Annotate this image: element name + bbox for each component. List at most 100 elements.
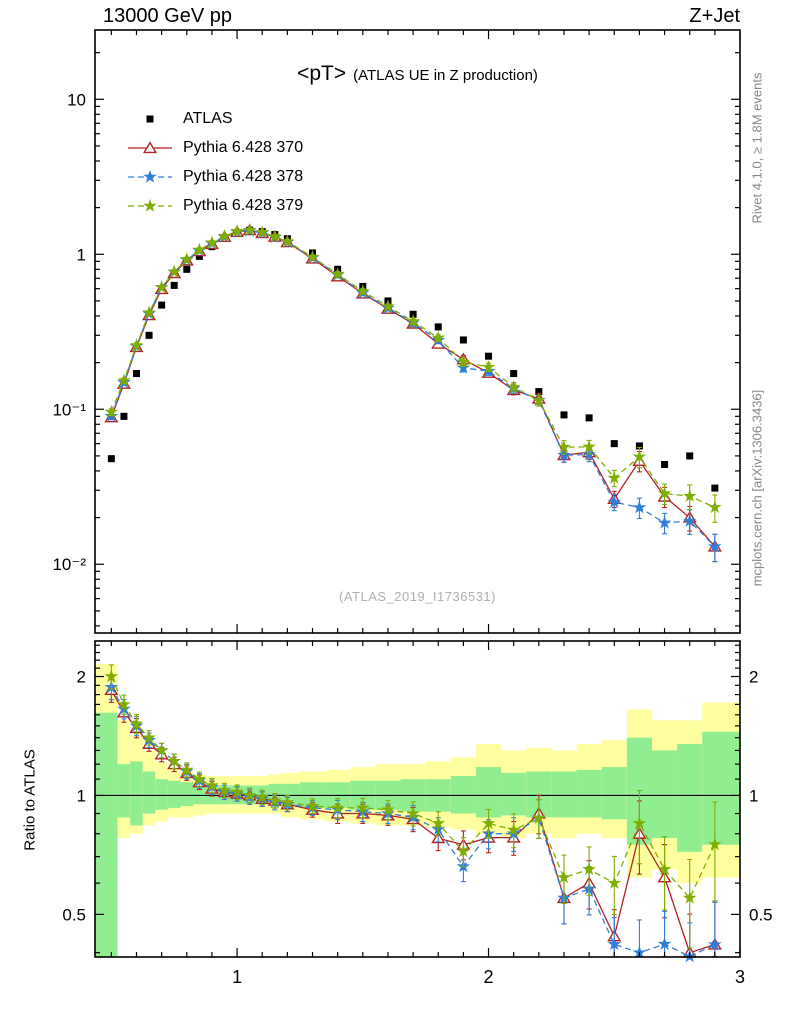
- mc-ratio-marker: [381, 802, 395, 816]
- plot-title: <pT> (ATLAS UE in Z production): [95, 62, 740, 86]
- atlas-data-marker: [170, 281, 178, 289]
- mc-ratio-marker: [330, 800, 345, 814]
- mc-ratio-marker: [682, 890, 697, 904]
- mc-ratio-marker: [117, 697, 131, 711]
- data-stat-band: [117, 764, 131, 818]
- mc-ratio-marker: [406, 806, 420, 820]
- atlas-data-marker: [195, 252, 203, 260]
- atlas-data-marker: [459, 336, 467, 344]
- legend-marker: [128, 169, 172, 183]
- y-axis-tick-label: 10: [67, 90, 86, 109]
- mc-data-marker: [192, 242, 207, 256]
- mc-data-marker: [230, 224, 244, 238]
- mc-data-marker: [657, 515, 672, 529]
- mc-data-marker: [305, 249, 320, 263]
- mc-data-marker: [632, 500, 647, 514]
- mc-ratio-marker: [305, 798, 320, 812]
- legend-marker-glyph: [143, 198, 157, 212]
- mc-data-marker: [607, 494, 622, 508]
- atlas-data-marker: [183, 265, 191, 273]
- mc-data-marker: [167, 264, 181, 278]
- legend-label: ATLAS: [183, 109, 233, 127]
- mc-data-marker: [708, 500, 722, 514]
- mc-data-marker: [280, 234, 295, 248]
- data-stat-band: [651, 750, 678, 839]
- mc-data-marker: [506, 379, 521, 393]
- mc-data-marker: [557, 439, 571, 453]
- atlas-data-marker: [434, 323, 442, 331]
- y-axis-tick-label: 10⁻¹: [52, 400, 86, 419]
- mc-ratio-marker: [242, 788, 257, 802]
- mc-data-marker: [456, 360, 471, 374]
- atlas-data-marker: [120, 412, 128, 420]
- data-stat-band: [501, 772, 527, 816]
- mc-ratio-marker: [205, 778, 219, 792]
- rivet-version-label: Rivet 4.1.0, ≥ 1.8M events: [749, 72, 765, 224]
- atlas-data-marker: [585, 414, 593, 422]
- mc-ratio-marker: [217, 783, 232, 797]
- mc-data-marker: [682, 513, 697, 527]
- beam-energy-label: 13000 GeV pp: [103, 5, 232, 27]
- data-stat-band: [551, 771, 577, 818]
- atlas-data-marker: [661, 461, 669, 469]
- atlas-data-marker: [485, 352, 493, 360]
- data-stat-band: [167, 780, 181, 808]
- mc-data-marker: [217, 229, 232, 242]
- atlas-data-marker: [610, 440, 618, 448]
- mc-ratio-marker: [180, 762, 194, 776]
- legend-item: Pythia 6.428 370: [126, 133, 303, 162]
- mc-ratio-marker: [607, 937, 622, 951]
- process-label: Z+Jet: [689, 5, 740, 27]
- x-axis-tick-label: 2: [484, 967, 494, 987]
- legend-marker: [128, 140, 172, 153]
- ratio-y-tick-label: 2: [749, 668, 758, 687]
- mc-series-line: [110, 230, 716, 548]
- x-axis-tick-label: 3: [735, 967, 745, 987]
- mc-data-marker: [154, 280, 169, 294]
- legend-label: Pythia 6.428 378: [183, 167, 304, 185]
- mc-ratio-marker: [129, 716, 144, 730]
- data-stat-band: [95, 712, 118, 957]
- mc-data-marker: [532, 393, 546, 407]
- mc-series-line: [110, 229, 716, 548]
- y-axis-tick-label: 1: [77, 245, 86, 264]
- observable-subtitle: (ATLAS UE in Z production): [353, 67, 538, 84]
- mc-data-marker: [682, 489, 697, 502]
- mc-ratio-marker: [167, 754, 181, 768]
- legend-item: ATLAS: [126, 104, 303, 133]
- legend-marker-glyph: [143, 169, 157, 183]
- mc-data-marker: [708, 539, 722, 553]
- mc-ratio-marker: [104, 669, 119, 683]
- legend: ATLAS Pythia 6.428 370 Pythia 6.428 378 Pyt…: [126, 104, 303, 220]
- mc-ratio-marker: [356, 800, 370, 814]
- mc-data-marker: [129, 338, 144, 352]
- mc-ratio-marker: [657, 936, 672, 950]
- x-axis-tick-label: 1: [232, 967, 242, 987]
- atlas-data-marker: [510, 370, 518, 378]
- mc-data-marker: [481, 360, 496, 373]
- mc-ratio-marker: [632, 816, 647, 830]
- data-stat-band: [576, 769, 602, 818]
- mc-data-marker: [632, 449, 647, 463]
- analysis-id-watermark: (ATLAS_2019_I1736531): [339, 589, 496, 604]
- atlas-data-marker: [107, 455, 115, 463]
- ratio-y-tick-label: 2: [77, 668, 86, 687]
- mc-data-marker: [104, 404, 119, 418]
- y-axis-tick-label: 10⁻²: [52, 555, 86, 574]
- mc-ratio-marker: [268, 793, 282, 807]
- data-stat-band: [601, 767, 627, 820]
- atlas-data-marker: [145, 331, 153, 339]
- mc-data-marker: [607, 470, 622, 484]
- data-stat-band: [450, 776, 476, 814]
- legend-marker: [128, 198, 172, 212]
- atlas-data-marker: [711, 484, 719, 492]
- mc-ratio-marker: [255, 790, 270, 803]
- mc-ratio-marker: [708, 837, 722, 851]
- data-stat-band: [677, 743, 703, 852]
- atlas-data-marker: [560, 411, 568, 419]
- legend-item: Pythia 6.428 379: [126, 191, 303, 220]
- ratio-panel-border: [94, 640, 741, 958]
- ratio-y-tick-label: 1: [749, 786, 758, 805]
- mc-data-marker: [242, 223, 257, 236]
